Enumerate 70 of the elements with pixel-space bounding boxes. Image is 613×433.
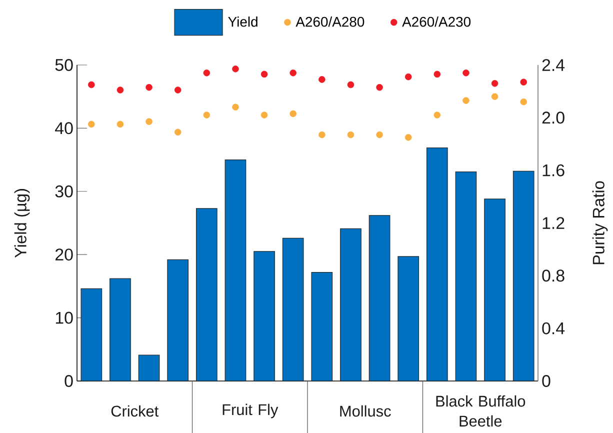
y-tick-label: 10 bbox=[56, 312, 73, 324]
point bbox=[376, 84, 383, 91]
bar bbox=[368, 215, 390, 382]
bar bbox=[455, 171, 477, 382]
bar bbox=[484, 198, 506, 382]
point bbox=[318, 131, 326, 138]
point bbox=[520, 78, 527, 86]
y-tick-label: 40 bbox=[55, 122, 73, 134]
point bbox=[404, 73, 412, 80]
y-axis-title: Yield (µg) bbox=[14, 189, 30, 258]
text: Cricket bbox=[111, 405, 159, 417]
legend-label: A260/A280 bbox=[296, 16, 364, 27]
point bbox=[88, 120, 95, 128]
y2-tick-label: 2.4 bbox=[542, 59, 565, 71]
y-tick-label: 30 bbox=[55, 185, 73, 198]
point bbox=[116, 120, 124, 128]
point bbox=[232, 104, 239, 111]
point bbox=[491, 80, 498, 87]
text: Fruit Fly bbox=[222, 404, 278, 418]
bar bbox=[80, 288, 102, 382]
point bbox=[404, 134, 412, 141]
legend-label: Yield bbox=[228, 16, 258, 27]
point bbox=[146, 118, 152, 125]
point bbox=[290, 70, 296, 76]
bar bbox=[311, 272, 333, 382]
y2-tick-label: 0.8 bbox=[542, 270, 564, 282]
point bbox=[347, 131, 354, 138]
point bbox=[434, 70, 441, 78]
y2-tick-label: 1.2 bbox=[542, 217, 564, 229]
y-tick-label: 20 bbox=[56, 248, 73, 261]
point bbox=[491, 93, 498, 100]
bar bbox=[224, 159, 246, 382]
point bbox=[203, 112, 210, 118]
y-tick-label: 50 bbox=[55, 58, 73, 71]
point bbox=[376, 131, 383, 138]
point bbox=[203, 70, 210, 76]
point bbox=[347, 81, 354, 88]
point bbox=[174, 86, 182, 94]
text: Black Buffalo Beetle bbox=[436, 395, 526, 427]
point bbox=[260, 70, 268, 78]
point bbox=[462, 70, 470, 76]
bar bbox=[138, 354, 160, 382]
bar bbox=[196, 208, 218, 382]
bar bbox=[254, 251, 275, 382]
point bbox=[462, 97, 470, 104]
point bbox=[318, 76, 326, 83]
y2-tick-label: 1.6 bbox=[542, 164, 564, 176]
bar bbox=[110, 278, 131, 382]
point bbox=[146, 84, 152, 91]
bar bbox=[340, 228, 362, 382]
point bbox=[88, 81, 95, 88]
bar bbox=[512, 170, 534, 382]
point bbox=[116, 86, 124, 94]
bar bbox=[167, 259, 189, 382]
legend-label: A260/A230 bbox=[402, 16, 471, 27]
y2-axis-title: Purity Ratio bbox=[592, 181, 608, 264]
point bbox=[260, 112, 268, 118]
bar bbox=[398, 256, 420, 382]
text: Mollusc bbox=[340, 405, 391, 417]
y2-tick-label: 2.0 bbox=[542, 112, 564, 124]
point bbox=[434, 112, 441, 118]
point bbox=[174, 128, 182, 136]
bar bbox=[426, 147, 448, 382]
point bbox=[290, 110, 296, 118]
y-tick-label: 0 bbox=[64, 374, 73, 387]
y2-tick-label: 0 bbox=[542, 374, 550, 387]
bar bbox=[282, 238, 304, 382]
point bbox=[520, 98, 527, 106]
point bbox=[232, 66, 239, 72]
y2-tick-label: 0.4 bbox=[542, 322, 565, 334]
